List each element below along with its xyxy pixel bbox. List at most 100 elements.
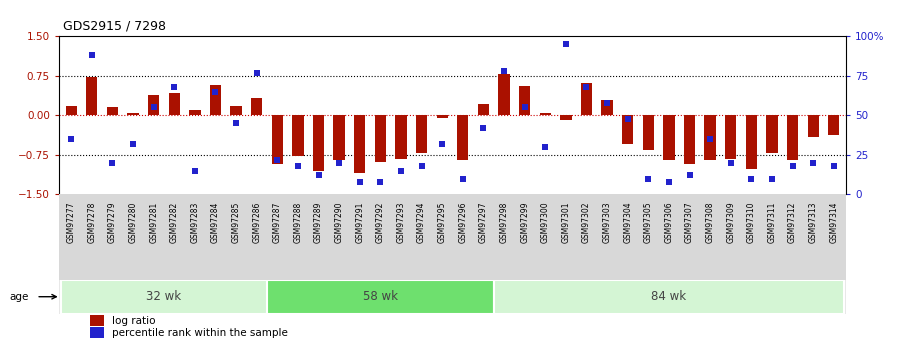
Text: 32 wk: 32 wk xyxy=(147,290,182,303)
Text: GSM97285: GSM97285 xyxy=(232,201,241,243)
Point xyxy=(229,120,243,126)
Point xyxy=(786,163,800,169)
Bar xyxy=(128,113,138,115)
Bar xyxy=(602,99,613,115)
Bar xyxy=(560,115,572,120)
FancyBboxPatch shape xyxy=(494,280,844,314)
Point xyxy=(84,52,99,58)
Text: GSM97302: GSM97302 xyxy=(582,201,591,243)
Point xyxy=(208,89,223,95)
Bar xyxy=(807,115,819,138)
Bar xyxy=(416,115,427,153)
Bar xyxy=(189,110,201,115)
Point xyxy=(147,105,161,110)
Text: 58 wk: 58 wk xyxy=(363,290,398,303)
Text: GSM97286: GSM97286 xyxy=(252,201,262,243)
Text: GSM97283: GSM97283 xyxy=(190,201,199,243)
Text: GSM97291: GSM97291 xyxy=(356,201,364,243)
Text: age: age xyxy=(9,292,28,302)
Point xyxy=(662,179,676,185)
Text: GSM97280: GSM97280 xyxy=(129,201,138,243)
Point xyxy=(435,141,450,147)
Text: GSM97278: GSM97278 xyxy=(87,201,96,243)
Text: GSM97277: GSM97277 xyxy=(67,201,76,243)
Text: GDS2915 / 7298: GDS2915 / 7298 xyxy=(63,20,167,33)
Point xyxy=(105,160,119,166)
Text: GSM97295: GSM97295 xyxy=(438,201,447,243)
Point xyxy=(414,163,429,169)
Bar xyxy=(704,115,716,160)
Bar xyxy=(457,115,469,160)
Point xyxy=(394,168,408,174)
Point xyxy=(250,70,264,75)
Point xyxy=(476,125,491,131)
Text: GSM97292: GSM97292 xyxy=(376,201,385,243)
Bar xyxy=(65,106,77,115)
Bar xyxy=(746,115,757,169)
Bar xyxy=(622,115,633,144)
Text: GSM97307: GSM97307 xyxy=(685,201,694,243)
Bar xyxy=(581,83,592,115)
Point xyxy=(723,160,738,166)
Point xyxy=(579,84,594,90)
Bar xyxy=(519,86,530,115)
Point xyxy=(497,68,511,74)
Bar xyxy=(210,85,221,115)
Text: GSM97296: GSM97296 xyxy=(458,201,467,243)
Point xyxy=(744,176,758,181)
Text: GSM97313: GSM97313 xyxy=(809,201,818,243)
Bar xyxy=(767,115,777,153)
Point xyxy=(558,41,573,47)
Text: GSM97299: GSM97299 xyxy=(520,201,529,243)
Point xyxy=(332,160,347,166)
Point xyxy=(291,163,305,169)
Bar xyxy=(313,115,324,171)
Point xyxy=(538,144,552,150)
Text: GSM97311: GSM97311 xyxy=(767,201,776,243)
Bar xyxy=(251,98,262,115)
Text: log ratio: log ratio xyxy=(112,316,156,326)
Point xyxy=(187,168,202,174)
Text: GSM97281: GSM97281 xyxy=(149,201,158,243)
Bar xyxy=(292,115,303,157)
Text: GSM97310: GSM97310 xyxy=(747,201,756,243)
Point xyxy=(167,84,182,90)
Bar xyxy=(231,106,242,115)
Point xyxy=(270,157,284,162)
Bar xyxy=(478,104,489,115)
Point xyxy=(126,141,140,147)
Point xyxy=(765,176,779,181)
Text: GSM97298: GSM97298 xyxy=(500,201,509,243)
Text: GSM97312: GSM97312 xyxy=(788,201,797,243)
Bar xyxy=(684,115,695,164)
FancyBboxPatch shape xyxy=(267,280,494,314)
Bar xyxy=(86,77,98,115)
Bar xyxy=(90,327,104,338)
Text: GSM97287: GSM97287 xyxy=(272,201,281,243)
Bar xyxy=(539,113,551,115)
Text: GSM97309: GSM97309 xyxy=(726,201,735,243)
Point xyxy=(806,160,821,166)
Bar xyxy=(148,95,159,115)
Bar xyxy=(436,115,448,118)
Text: GSM97304: GSM97304 xyxy=(624,201,633,243)
Point xyxy=(826,163,841,169)
Point xyxy=(64,136,79,142)
Point xyxy=(353,179,367,185)
Text: GSM97282: GSM97282 xyxy=(170,201,179,243)
Text: GSM97300: GSM97300 xyxy=(541,201,549,243)
Point xyxy=(621,116,635,121)
Bar xyxy=(725,115,737,159)
Bar xyxy=(272,115,283,164)
Text: GSM97305: GSM97305 xyxy=(643,201,653,243)
Bar xyxy=(499,74,510,115)
Bar xyxy=(354,115,366,174)
Point xyxy=(518,105,532,110)
Text: GSM97301: GSM97301 xyxy=(561,201,570,243)
Bar xyxy=(375,115,386,162)
Text: percentile rank within the sample: percentile rank within the sample xyxy=(112,328,288,338)
Text: GSM97284: GSM97284 xyxy=(211,201,220,243)
Text: GSM97288: GSM97288 xyxy=(293,201,302,243)
Bar xyxy=(643,115,654,150)
Text: 84 wk: 84 wk xyxy=(652,290,687,303)
